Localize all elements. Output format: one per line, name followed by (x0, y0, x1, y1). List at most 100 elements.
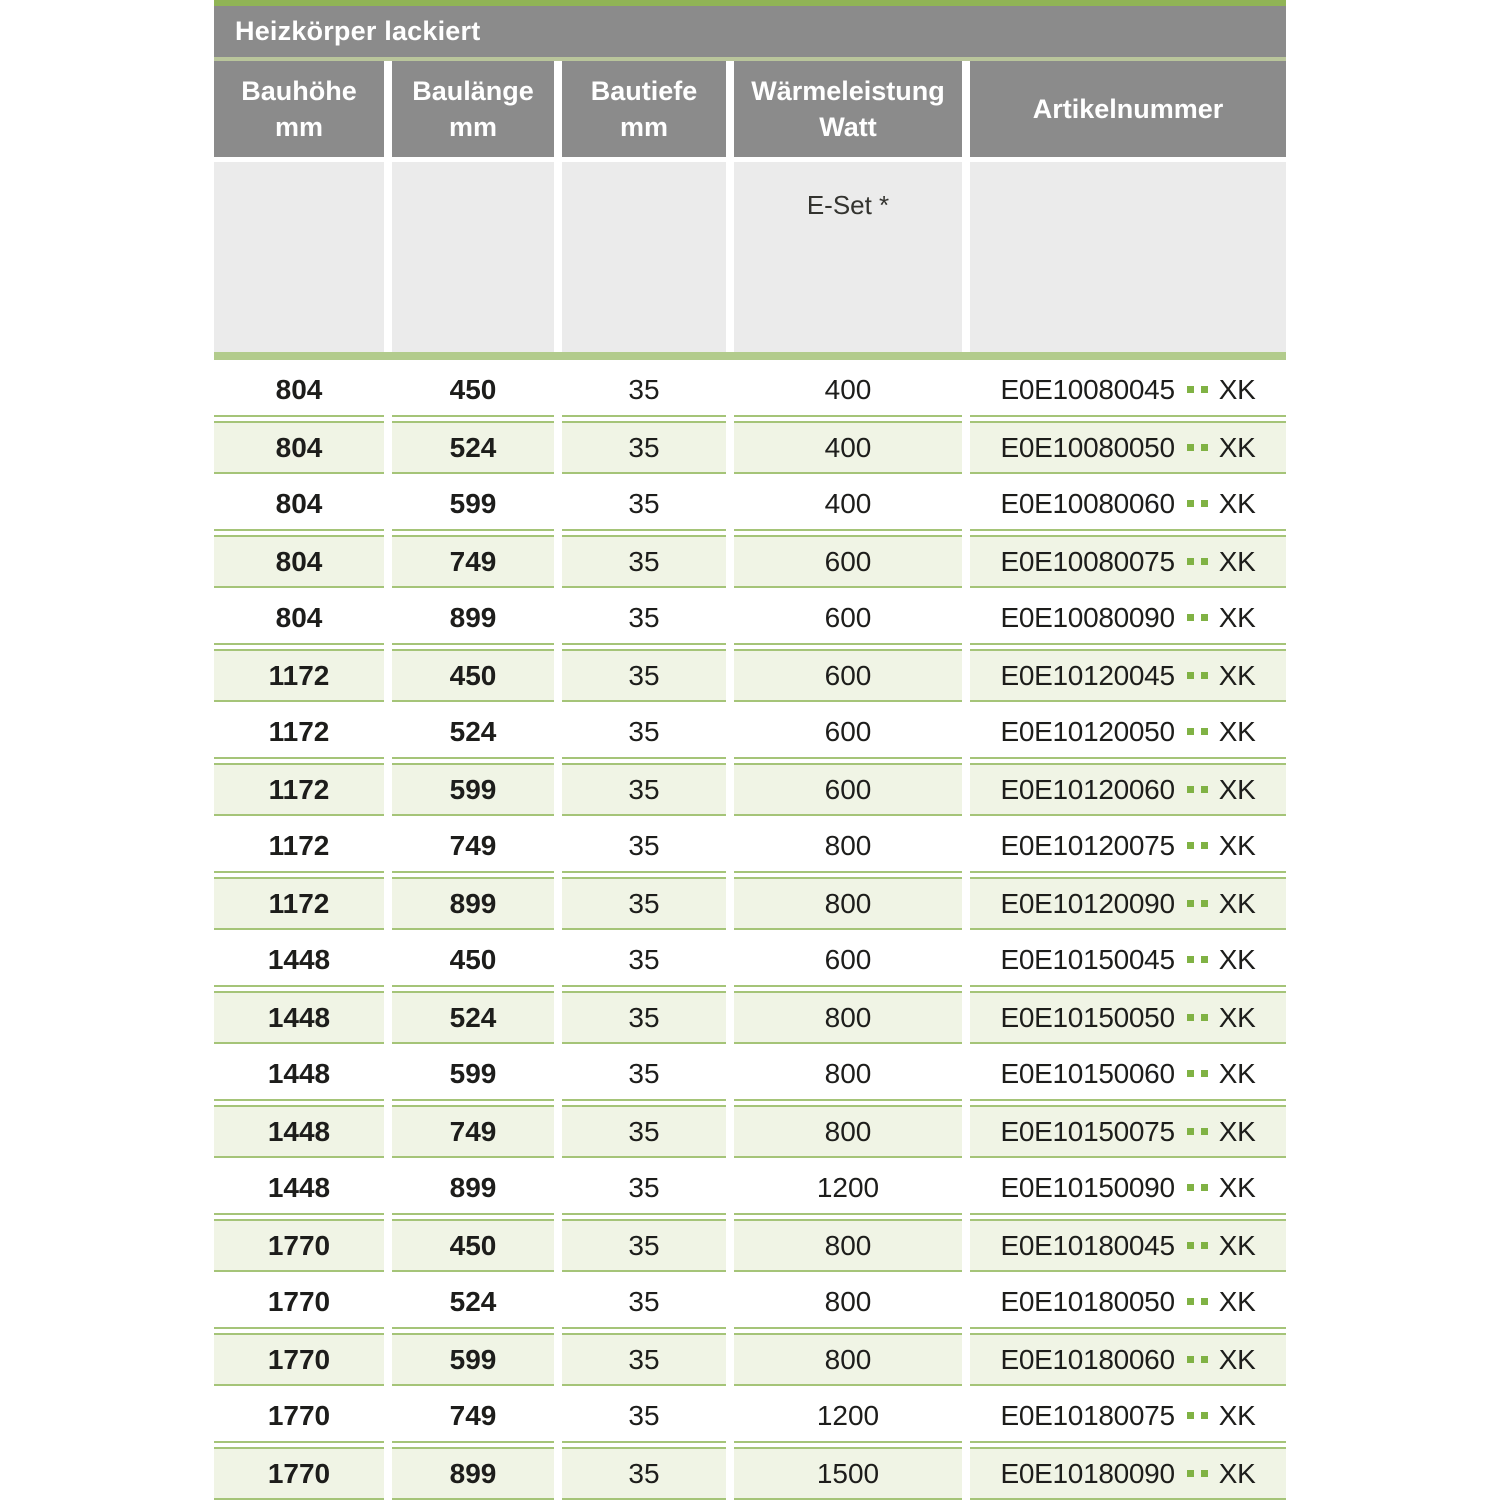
eset-label: E-Set * (806, 190, 890, 220)
artikelnummer-suffix: XK (1218, 1057, 1256, 1089)
table-row: 804 749 35 600 E0E10080075 XK (214, 535, 1286, 588)
table-row: 1172 524 35 600 E0E10120050 XK (214, 706, 1286, 759)
cell-bautiefe: 35 (562, 1162, 726, 1215)
subheader-cell-bauhoehe (214, 162, 384, 352)
column-header-label: Bauhöhe (241, 75, 357, 106)
table-row: 804 599 35 400 E0E10080060 XK (214, 478, 1286, 531)
green-dot-icon (1186, 956, 1194, 963)
artikelnummer-prefix: E0E10150090 (1000, 1171, 1176, 1203)
artikelnummer-suffix: XK (1218, 659, 1256, 691)
green-dot-icon (1200, 728, 1208, 735)
artikelnummer-prefix: E0E10180045 (1000, 1229, 1176, 1261)
cell-artikelnummer: E0E10150045 XK (970, 934, 1286, 987)
artikelnummer-prefix: E0E10150045 (1000, 943, 1176, 975)
column-header-unit: Watt (819, 112, 877, 142)
green-dot-icon (1186, 728, 1194, 735)
cell-baulaenge: 524 (392, 421, 554, 474)
artikelnummer-suffix: XK (1218, 431, 1256, 463)
cell-artikelnummer: E0E10080060 XK (970, 478, 1286, 531)
cell-artikelnummer: E0E10080075 XK (970, 535, 1286, 588)
green-dot-icon (1200, 1356, 1208, 1363)
cell-artikelnummer: E0E10150090 XK (970, 1162, 1286, 1215)
artikelnummer-suffix: XK (1218, 773, 1256, 805)
cell-artikelnummer: E0E10080090 XK (970, 592, 1286, 645)
cell-bautiefe: 35 (562, 478, 726, 531)
cell-bauhoehe: 804 (214, 592, 384, 645)
cell-bauhoehe: 804 (214, 421, 384, 474)
column-header-label: Bautiefe (590, 75, 698, 106)
cell-waermeleistung: 1500 (734, 1447, 962, 1500)
cell-waermeleistung: 1200 (734, 1162, 962, 1215)
column-header-label: Wärmeleistung (751, 75, 945, 106)
artikelnummer-prefix: E0E10180090 (1000, 1457, 1176, 1489)
green-dot-icon (1186, 558, 1194, 565)
green-dot-icon (1200, 558, 1208, 565)
table-subheader-row: E-Set * (214, 162, 1286, 352)
cell-baulaenge: 450 (392, 1219, 554, 1272)
column-header-unit: mm (619, 112, 668, 142)
subheader-cell-bautiefe (562, 162, 726, 352)
cell-baulaenge: 450 (392, 364, 554, 417)
artikelnummer-prefix: E0E10080060 (1000, 487, 1176, 519)
green-dot-icon (1186, 1128, 1194, 1135)
green-dot-icon (1200, 956, 1208, 963)
table-title-bar: Heizkörper lackiert (214, 6, 1286, 57)
cell-artikelnummer: E0E10080050 XK (970, 421, 1286, 474)
cell-artikelnummer: E0E10180090 XK (970, 1447, 1286, 1500)
green-dot-icon (1186, 1298, 1194, 1305)
cell-artikelnummer: E0E10150075 XK (970, 1105, 1286, 1158)
green-dot-icon (1200, 1242, 1208, 1249)
column-header-unit: mm (274, 112, 323, 142)
column-header-label: Artikelnummer (1032, 93, 1224, 124)
cell-bautiefe: 35 (562, 1276, 726, 1329)
table-row: 1448 450 35 600 E0E10150045 XK (214, 934, 1286, 987)
table-row: 1448 899 35 1200 E0E10150090 XK (214, 1162, 1286, 1215)
cell-waermeleistung: 600 (734, 535, 962, 588)
table-row: 804 450 35 400 E0E10080045 XK (214, 364, 1286, 417)
cell-waermeleistung: 800 (734, 991, 962, 1044)
green-dot-icon (1186, 1184, 1194, 1191)
artikelnummer-suffix: XK (1218, 487, 1256, 519)
table-top-accent-bar (214, 0, 1286, 6)
artikelnummer-suffix: XK (1218, 943, 1256, 975)
green-dot-icon (1186, 444, 1194, 451)
artikelnummer-prefix: E0E10080050 (1000, 431, 1176, 463)
table-header-row: Bauhöhe mm Baulänge mm Bautiefe mm Wärme… (214, 61, 1286, 157)
artikelnummer-prefix: E0E10180060 (1000, 1343, 1176, 1375)
green-dot-icon (1186, 500, 1194, 507)
table-row: 1172 749 35 800 E0E10120075 XK (214, 820, 1286, 873)
green-dot-icon (1200, 900, 1208, 907)
cell-waermeleistung: 600 (734, 706, 962, 759)
cell-baulaenge: 524 (392, 991, 554, 1044)
table-row: 1770 749 35 1200 E0E10180075 XK (214, 1390, 1286, 1443)
cell-waermeleistung: 800 (734, 1333, 962, 1386)
cell-bauhoehe: 1770 (214, 1219, 384, 1272)
artikelnummer-suffix: XK (1218, 601, 1256, 633)
cell-bautiefe: 35 (562, 763, 726, 816)
artikelnummer-suffix: XK (1218, 1285, 1256, 1317)
cell-bautiefe: 35 (562, 1219, 726, 1272)
green-dot-icon (1200, 500, 1208, 507)
cell-artikelnummer: E0E10180060 XK (970, 1333, 1286, 1386)
table-row: 1172 450 35 600 E0E10120045 XK (214, 649, 1286, 702)
cell-waermeleistung: 600 (734, 934, 962, 987)
green-dot-icon (1186, 614, 1194, 621)
artikelnummer-prefix: E0E10150075 (1000, 1115, 1176, 1147)
artikelnummer-suffix: XK (1218, 887, 1256, 919)
cell-waermeleistung: 800 (734, 877, 962, 930)
green-dot-icon (1200, 1070, 1208, 1077)
cell-baulaenge: 599 (392, 1333, 554, 1386)
artikelnummer-prefix: E0E10080090 (1000, 601, 1176, 633)
subheader-cell-eset: E-Set * (734, 162, 962, 352)
cell-bauhoehe: 1448 (214, 1162, 384, 1215)
cell-baulaenge: 599 (392, 763, 554, 816)
cell-bautiefe: 35 (562, 1447, 726, 1500)
green-dot-icon (1186, 1242, 1194, 1249)
subheader-cell-artikelnummer (970, 162, 1286, 352)
artikelnummer-prefix: E0E10080045 (1000, 373, 1176, 405)
artikelnummer-prefix: E0E10120075 (1000, 829, 1176, 861)
green-dot-icon (1186, 1470, 1194, 1477)
artikelnummer-prefix: E0E10150050 (1000, 1001, 1176, 1033)
product-table: Heizkörper lackiert Bauhöhe mm Baulänge … (214, 0, 1286, 1500)
cell-baulaenge: 749 (392, 1105, 554, 1158)
